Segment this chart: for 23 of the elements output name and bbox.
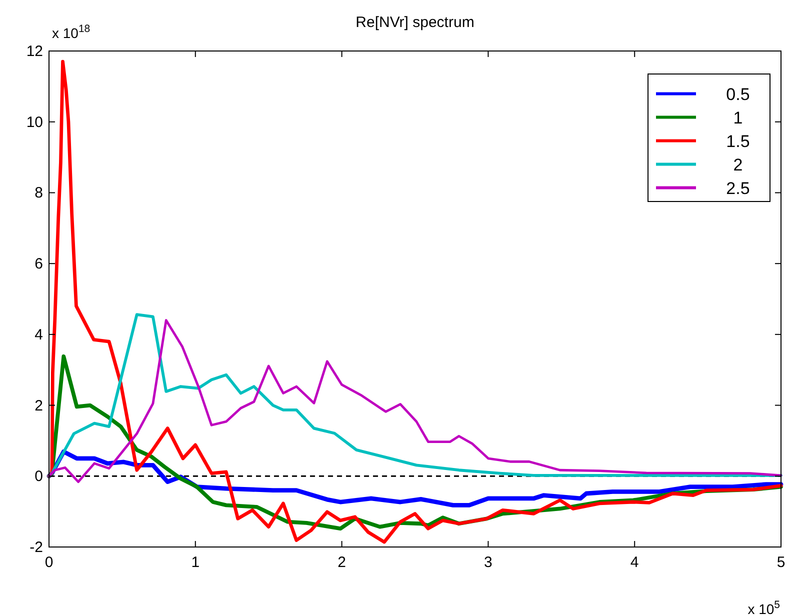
x-tick-label: 3 — [484, 554, 492, 571]
y-tick-label: 0 — [34, 468, 43, 486]
legend-label: 2.5 — [726, 178, 750, 198]
y-tick-label: 4 — [34, 326, 43, 344]
x-tick-label: 2 — [338, 554, 346, 571]
x-tick-label: 4 — [630, 554, 639, 571]
y-tick-label: -2 — [30, 539, 43, 556]
y-tick-label: 10 — [26, 114, 43, 131]
x-tick-label: 1 — [191, 554, 200, 571]
y-tick-label: 8 — [34, 184, 43, 202]
legend-label: 2 — [733, 155, 743, 174]
text: x 10$^{18}$ — [52, 23, 90, 41]
line-series — [46, 449, 784, 508]
chart-title: Re[NVr] spectrum — [356, 14, 474, 31]
legend-label: 1 — [733, 108, 743, 128]
y-tick-label: 6 — [34, 256, 43, 273]
y-tick-label: 12 — [26, 43, 43, 60]
legend-label: 1.5 — [726, 132, 750, 151]
legend-label: 0.5 — [726, 84, 750, 104]
x-tick-label: 5 — [776, 554, 786, 571]
text: x 10$^{5}$ — [748, 599, 780, 616]
line-series — [47, 60, 783, 544]
y-tick-label: 2 — [34, 397, 43, 414]
